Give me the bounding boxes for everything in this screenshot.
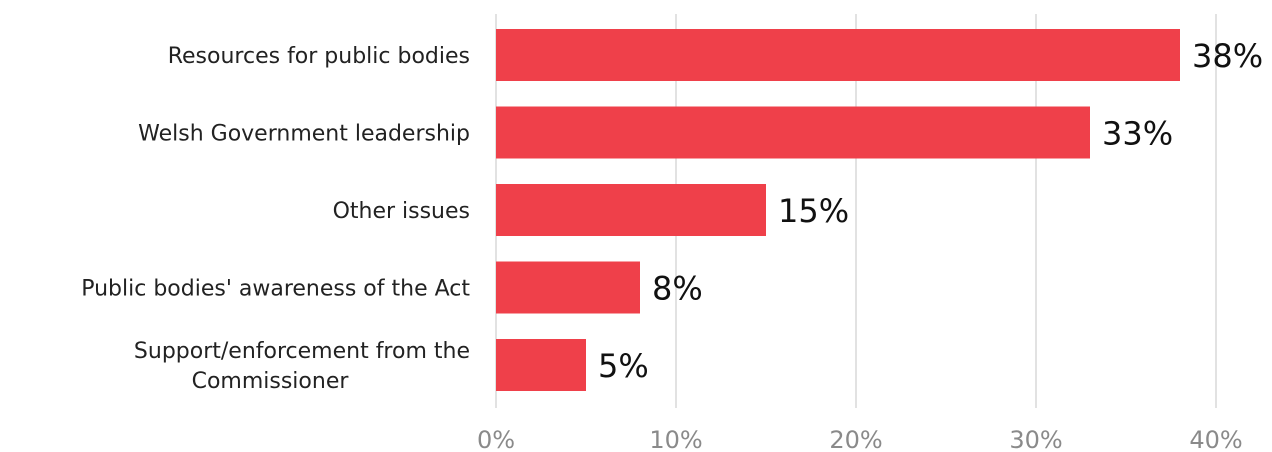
bar-value-label: 38% — [1192, 37, 1263, 75]
category-label-line: Public bodies' awareness of the Act — [81, 277, 470, 302]
category-label: Public bodies' awareness of the Act — [81, 277, 470, 302]
bars — [496, 29, 1180, 391]
category-label: Support/enforcement from the Commissioner — [134, 339, 470, 394]
category-label-line: Other issues — [333, 199, 470, 224]
bar — [496, 261, 640, 314]
category-labels: Resources for public bodies Welsh Governm… — [81, 44, 470, 394]
bar — [496, 184, 766, 236]
x-tick-label: 40% — [1189, 426, 1242, 452]
bar-value-label: 15% — [778, 192, 849, 230]
x-tick-label: 30% — [1009, 426, 1062, 452]
bar-value-label: 5% — [598, 347, 649, 385]
category-label: Other issues — [333, 199, 470, 224]
category-label-line: Resources for public bodies — [168, 44, 470, 69]
bar-value-label: 8% — [652, 270, 703, 308]
category-label-line: Support/enforcement from the — [134, 339, 470, 364]
x-tick-label: 0% — [477, 426, 515, 452]
value-labels: 38% 33% 15% 8% 5% — [598, 37, 1263, 385]
category-label: Resources for public bodies — [168, 44, 470, 69]
category-label-line: Welsh Government leadership — [138, 122, 470, 147]
category-label-line: Commissioner — [192, 369, 350, 394]
bar — [496, 339, 586, 391]
bar — [496, 29, 1180, 81]
bar — [496, 106, 1090, 159]
x-axis-ticks: 0% 10% 20% 30% 40% — [477, 426, 1243, 452]
x-tick-label: 10% — [649, 426, 702, 452]
category-label: Welsh Government leadership — [138, 122, 470, 147]
bar-value-label: 33% — [1102, 115, 1173, 153]
x-tick-label: 20% — [829, 426, 882, 452]
